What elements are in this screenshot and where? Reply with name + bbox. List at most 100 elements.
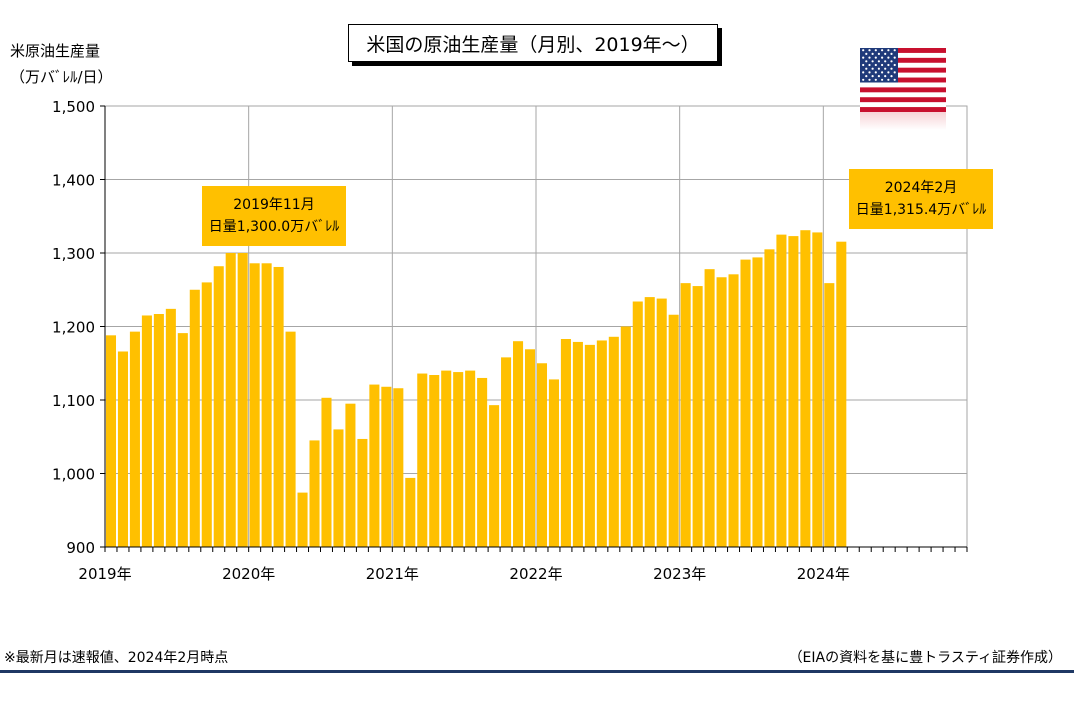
bar-2023-12 [812,232,823,548]
bar-2019-03 [129,331,140,547]
flag-star [862,71,865,74]
bar-2023-01 [680,283,691,547]
bar-2020-06 [309,440,320,547]
flag-star [893,78,896,81]
bar-2020-10 [357,438,368,547]
bar-2023-07 [752,257,763,547]
bar-2023-03 [704,269,715,547]
x-tick-label: 2019年 [78,565,131,583]
flag-star [871,75,874,78]
flag-star [890,75,893,78]
flag-star [887,56,890,59]
flag-star [862,63,865,67]
axes [100,105,968,552]
flag-star [862,78,865,81]
annotation-latest-2024-date: 2024年2月 [884,180,958,196]
flag-star [877,52,880,55]
bar-2023-09 [776,234,787,547]
annotation-latest-2024-value: 日量1,315.4万バﾞﾚﾙ [855,202,987,218]
flag-star [887,78,890,81]
flag-reflection [860,112,946,130]
flag-star [865,60,868,63]
y-tick-label: 1,500 [52,98,95,116]
y-tick-label: 1,000 [52,466,95,484]
bar-2020-03 [273,266,284,547]
flag-star [884,60,887,63]
chart-title: 米国の原油生産量（月別、2019年～） [348,24,718,62]
y-tick-label: 1,300 [52,245,95,263]
flag-star [890,52,893,55]
bar-2020-04 [285,331,296,547]
bar-2021-04 [429,375,440,547]
flag-star [868,71,871,74]
y-tick-label: 1,100 [52,392,95,410]
y-axis-label: 米原油生産量 （万バﾞﾚﾙ/日） [10,38,120,90]
bar-2020-01 [249,263,260,547]
bar-2023-08 [764,249,775,547]
bar-2022-07 [608,336,619,547]
bar-2022-01 [536,363,548,547]
bar-2021-01 [393,388,404,547]
bar-2019-07 [177,333,188,547]
footnote: ※最新月は速報値、2024年2月時点 [4,650,229,666]
flag-star [874,78,877,81]
bar-2022-12 [668,314,679,547]
bar-2020-05 [297,492,308,547]
source-note: （EIAの資料を基に豊トラスティ証券作成） [788,650,1062,666]
flag-star [871,67,874,70]
bar-2024-01 [824,283,835,547]
flag-star [868,78,871,81]
flag-star [890,67,893,70]
bars [105,230,847,548]
bar-2023-06 [740,259,751,547]
bar-2019-08 [189,289,200,547]
bar-2021-03 [417,373,428,547]
flag-star [893,63,896,67]
bar-2021-06 [453,372,464,547]
bar-2023-04 [716,277,727,547]
bar-2020-09 [345,403,356,547]
bar-2019-12 [237,253,248,547]
x-tick-label: 2024年 [797,565,850,583]
y-tick-label: 900 [66,539,95,557]
bar-2019-05 [153,314,164,547]
x-tick-label: 2021年 [366,565,419,583]
flag-star [874,49,877,52]
bar-2019-11 [225,253,236,547]
bar-2022-04 [572,341,583,547]
flag-star [868,63,871,67]
bar-2021-05 [441,370,452,547]
annotation-peak-2019: 2019年11月 日量1,300.0万バﾞﾚﾙ [202,186,346,246]
bar-2024-02 [836,241,847,547]
flag-star [881,63,884,67]
bar-2023-02 [692,286,703,547]
bar-2022-02 [548,379,559,547]
bar-2021-12 [524,349,536,547]
x-tick-label: 2022年 [509,565,562,583]
flag-star [874,71,877,74]
flag-star [877,67,880,70]
flag-star [877,60,880,63]
x-tick-label: 2023年 [653,565,706,583]
flag-star [893,56,896,59]
flag-star [893,71,896,74]
flag-star [881,49,884,52]
bar-2020-11 [369,384,380,547]
bar-2020-08 [333,429,344,547]
flag-star [868,49,871,52]
bar-2021-02 [405,477,416,547]
flag-star [884,75,887,78]
flag-star [874,63,877,67]
flag-star [862,56,865,59]
bar-2022-03 [560,338,571,547]
flag-star [881,71,884,74]
flag-star [884,52,887,55]
bar-2019-09 [201,282,212,547]
flag-star [881,78,884,81]
flag-star [865,52,868,55]
y-tick-label: 1,200 [52,319,95,337]
annotation-peak-2019-date: 2019年11月 [233,197,315,213]
flag-star [893,49,896,52]
bar-2021-10 [501,357,512,547]
